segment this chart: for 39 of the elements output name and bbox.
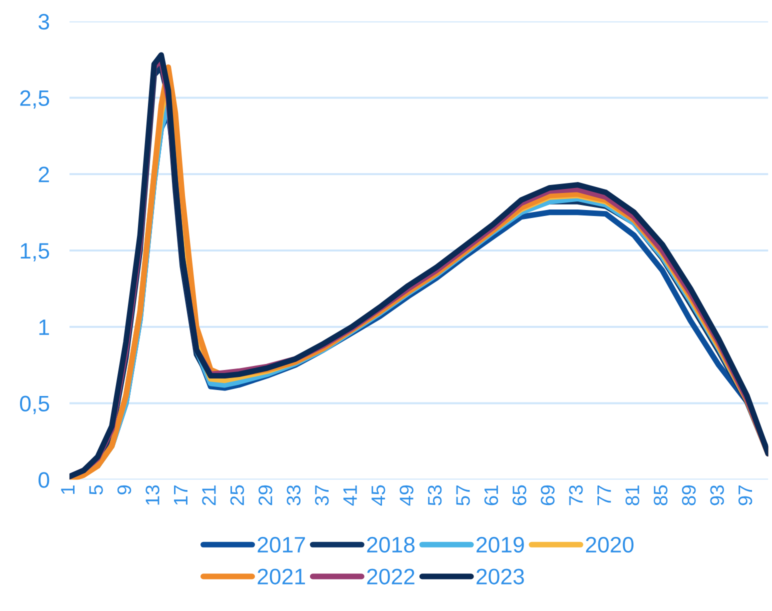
x-tick-label: 29 <box>258 485 272 506</box>
legend-label: 2019 <box>476 536 524 553</box>
legend-label: 2018 <box>367 536 415 553</box>
x-tick-label: 21 <box>202 485 216 506</box>
legend-label: 2021 <box>258 568 305 584</box>
x-tick-label: 65 <box>512 485 526 506</box>
legend-label: 2023 <box>476 568 524 584</box>
x-tick-label: 81 <box>626 485 640 506</box>
x-tick-label: 97 <box>738 485 752 506</box>
x-tick-label: 73 <box>569 485 583 506</box>
y-tick-label: 1 <box>39 320 49 335</box>
x-tick-label: 37 <box>314 485 329 506</box>
x-tick-label: 57 <box>456 485 470 506</box>
y-tick-label: 0 <box>38 472 50 488</box>
legend-label: 2020 <box>586 536 634 553</box>
y-tick-label: 2,5 <box>20 90 50 109</box>
y-tick-label: 3 <box>38 14 50 30</box>
x-tick-label: 89 <box>682 485 696 506</box>
x-tick-label: 77 <box>597 485 611 506</box>
x-tick-label: 33 <box>286 485 301 506</box>
x-tick-label: 49 <box>400 485 414 506</box>
x-tick-label: 13 <box>146 485 160 505</box>
x-tick-label: 93 <box>710 485 724 506</box>
x-tick-label: 17 <box>174 485 188 505</box>
y-tick-label: 2 <box>38 166 49 182</box>
x-tick-label: 25 <box>230 485 244 506</box>
x-tick-label: 53 <box>428 485 442 506</box>
x-tick-label: 45 <box>372 485 386 506</box>
x-tick-label: 69 <box>540 485 555 506</box>
x-tick-label: 9 <box>117 485 132 494</box>
x-tick-label: 61 <box>484 485 498 506</box>
y-tick-label: 0,5 <box>20 396 50 414</box>
legend-label: 2017 <box>258 536 305 553</box>
x-tick-label: 41 <box>343 485 357 506</box>
x-tick-label: 85 <box>654 485 668 506</box>
legend-label: 2022 <box>367 568 414 584</box>
x-tick-label: 5 <box>89 485 103 495</box>
x-tick-label: 1 <box>61 485 75 494</box>
y-tick-label: 1,5 <box>20 243 50 262</box>
